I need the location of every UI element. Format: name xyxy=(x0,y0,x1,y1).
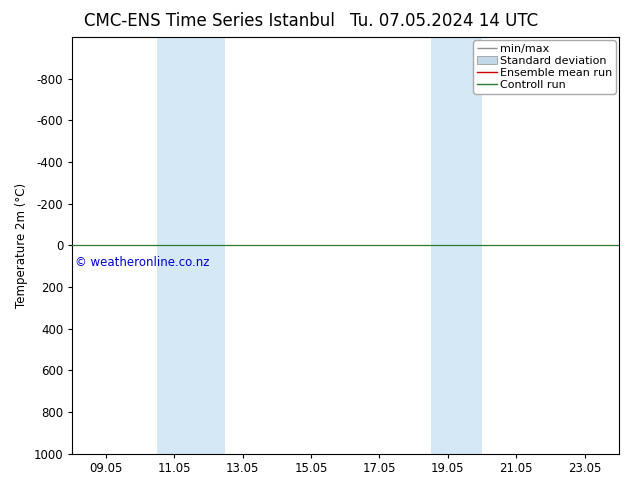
Bar xyxy=(430,37,482,454)
Text: Tu. 07.05.2024 14 UTC: Tu. 07.05.2024 14 UTC xyxy=(350,12,538,30)
Bar xyxy=(157,37,226,454)
Text: © weatheronline.co.nz: © weatheronline.co.nz xyxy=(75,256,209,269)
Y-axis label: Temperature 2m (°C): Temperature 2m (°C) xyxy=(15,183,28,308)
Legend: min/max, Standard deviation, Ensemble mean run, Controll run: min/max, Standard deviation, Ensemble me… xyxy=(474,40,616,94)
Text: CMC-ENS Time Series Istanbul: CMC-ENS Time Series Istanbul xyxy=(84,12,335,30)
